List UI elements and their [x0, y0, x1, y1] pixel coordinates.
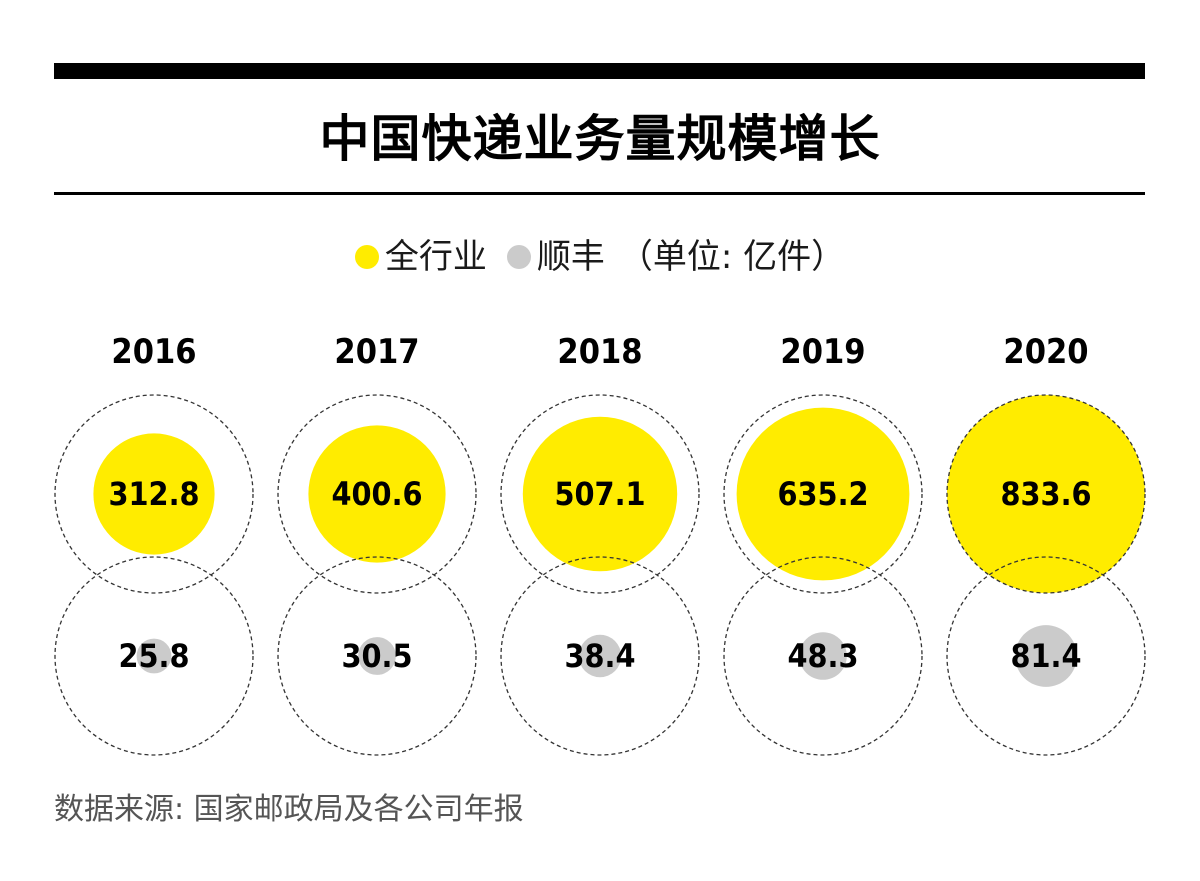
industry-value-label: 833.6 [1000, 475, 1091, 513]
sf-value-label: 81.4 [1010, 637, 1081, 675]
industry-value-label: 312.8 [108, 475, 199, 513]
industry-outline [946, 394, 1146, 594]
legend-item-sf: 顺丰 [506, 232, 605, 282]
industry-outline [723, 394, 923, 594]
top-bar [54, 63, 1145, 79]
sf-outline [277, 556, 477, 756]
legend-swatch-industry [354, 245, 379, 269]
industry-value-label: 400.6 [331, 475, 422, 513]
industry-outline [277, 394, 477, 594]
industry-bubble [93, 433, 215, 555]
year-group-2019: 2019 635.2 48.3 [723, 332, 923, 756]
year-label: 2018 [557, 332, 642, 372]
year-label: 2020 [1003, 332, 1088, 372]
year-group-2020: 2020 833.6 81.4 [946, 332, 1146, 756]
year-group-2016: 2016 312.8 25.8 [54, 332, 254, 756]
year-group-2017: 2017 400.6 30.5 [277, 332, 477, 756]
industry-bubble [736, 407, 910, 581]
sf-outline [723, 556, 923, 756]
sf-value-label: 48.3 [787, 637, 858, 675]
industry-value-label: 635.2 [777, 475, 868, 513]
industry-outline [500, 394, 700, 594]
year-label: 2017 [334, 332, 419, 372]
industry-value-label: 507.1 [554, 475, 645, 513]
year-label: 2019 [780, 332, 865, 372]
sf-outline [54, 556, 254, 756]
legend-label-sf: 顺丰 [536, 237, 605, 277]
sf-bubble [358, 637, 396, 675]
industry-outline [54, 394, 254, 594]
sf-bubble [1015, 625, 1077, 687]
legend-unit: （单位: 亿件） [618, 237, 846, 277]
sf-value-label: 38.4 [564, 637, 635, 675]
title-rule [54, 192, 1145, 195]
sf-bubble [799, 632, 847, 680]
legend-label-industry: 全行业 [384, 237, 487, 277]
sf-bubble [136, 638, 172, 674]
source-note: 数据来源: 国家邮政局及各公司年报 [54, 792, 524, 827]
sf-value-label: 30.5 [341, 637, 412, 675]
industry-bubble [947, 395, 1145, 593]
sf-value-label: 25.8 [118, 637, 189, 675]
sf-outline [946, 556, 1146, 756]
legend-item-industry: 全行业 [354, 232, 487, 282]
year-label: 2016 [111, 332, 196, 372]
sf-bubble [578, 634, 622, 678]
sf-outline [500, 556, 700, 756]
year-group-2018: 2018 507.1 38.4 [500, 332, 700, 756]
legend-swatch-sf [506, 245, 531, 269]
legend: 全行业 顺丰 （单位: 亿件） [0, 232, 1200, 282]
chart-title: 中国快递业务量规模增长 [319, 110, 881, 168]
industry-bubble [308, 425, 446, 563]
industry-bubble [522, 416, 678, 572]
